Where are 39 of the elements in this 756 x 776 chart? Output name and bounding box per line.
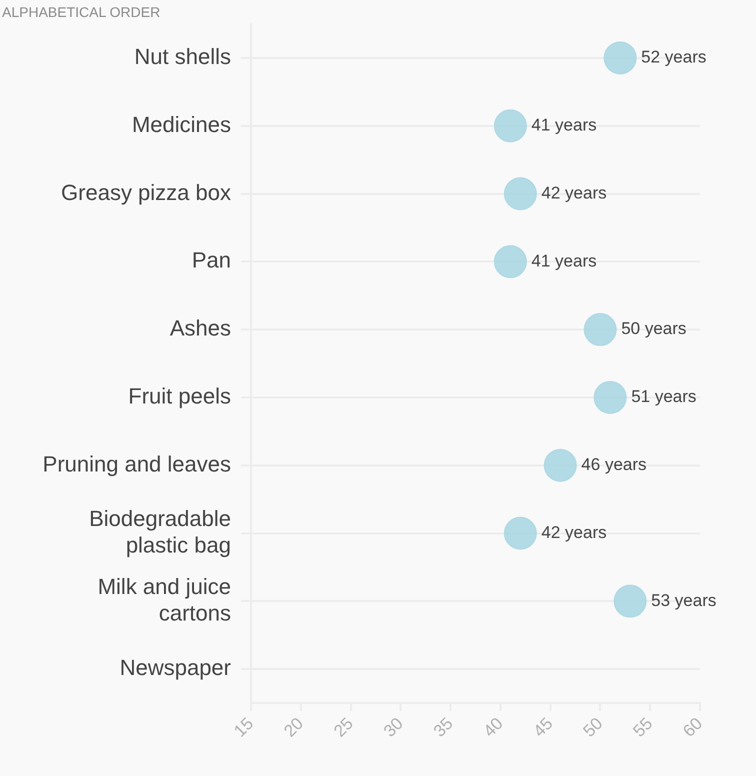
x-tick-label: 30	[380, 714, 407, 741]
x-tick-label: 20	[280, 714, 308, 741]
data-label: 53 years	[651, 590, 716, 610]
data-label: 42 years	[541, 183, 607, 202]
data-label: 52 years	[641, 48, 706, 67]
data-label: 50 years	[621, 319, 686, 338]
point	[504, 177, 537, 210]
x-tick-label: 45	[530, 714, 556, 741]
point	[544, 448, 577, 482]
point	[494, 109, 527, 142]
y-tick-label: Milk and juice cartons	[98, 574, 231, 626]
y-tick-label: Pruning and leaves	[42, 451, 231, 476]
x-tick-label: 40	[480, 714, 507, 741]
x-tick-label: 55	[629, 714, 656, 741]
y-tick-label: Pan	[192, 248, 231, 273]
data-label: 51 years	[631, 387, 696, 406]
y-tick-label: Fruit peels	[128, 384, 231, 409]
data-label: 41 years	[531, 251, 597, 270]
y-tick-label: Ashes	[170, 316, 231, 341]
y-tick-label: Medicines	[132, 112, 231, 137]
y-tick-label: Newspaper	[120, 655, 231, 680]
data-label: 41 years	[531, 116, 597, 135]
text: ALPHABETICAL ORDER	[2, 4, 160, 20]
x-tick-label: 15	[230, 714, 258, 741]
point	[584, 313, 617, 346]
point	[604, 41, 637, 74]
y-tick-label: Greasy pizza box	[61, 180, 231, 205]
x-tick-label: 50	[580, 714, 606, 741]
data-label: 46 years	[581, 455, 647, 474]
point	[494, 245, 527, 278]
y-tick-label: Biodegradable plastic bag	[89, 506, 231, 558]
x-tick-label: 35	[430, 714, 457, 741]
point	[594, 380, 627, 414]
y-tick-label: Nut shells	[134, 44, 231, 70]
x-tick-label: 60	[679, 714, 706, 741]
point	[504, 516, 537, 550]
x-tick-label: 25	[330, 714, 357, 741]
point	[614, 584, 647, 618]
data-label: 42 years	[541, 522, 607, 542]
